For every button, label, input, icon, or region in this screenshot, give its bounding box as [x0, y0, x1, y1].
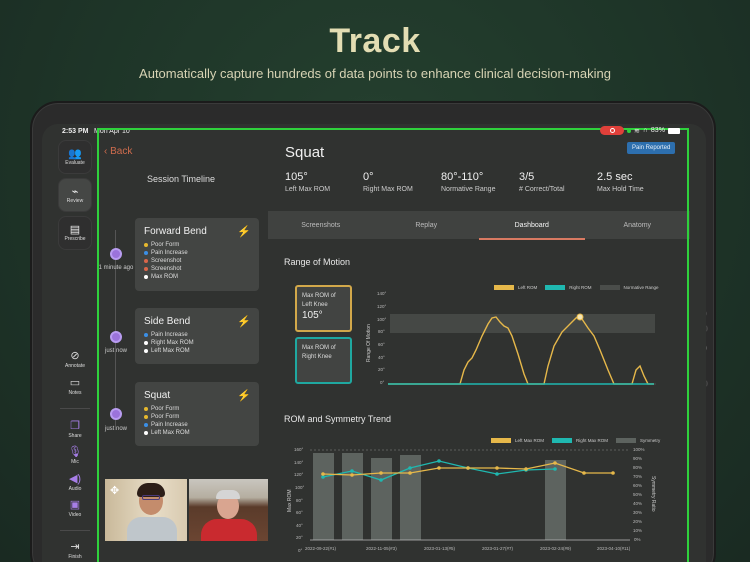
chart-icon: ⌁ [71, 186, 79, 198]
symmetry-bar [400, 455, 421, 540]
timeline-title: Session Timeline [147, 174, 216, 184]
timeline-card-side-bend[interactable]: Side Bend ⚡ Pain Increase Right Max ROM … [135, 308, 259, 364]
trend-combo-chart [310, 449, 630, 541]
battery-icon [667, 127, 680, 134]
event-item: Right Max ROM [144, 339, 250, 347]
trend-y2-label: Symmetry Ratio [650, 476, 656, 512]
tool-audio[interactable]: ◀) Audio [68, 473, 82, 492]
sidebar-divider [60, 530, 90, 531]
sidebar-item-evaluate[interactable]: 👥 Evaluate [58, 140, 92, 174]
tab-replay[interactable]: Replay [415, 221, 438, 229]
symmetry-bar [371, 458, 392, 540]
document-icon: ▤ [69, 224, 81, 236]
event-item: Pain Increase [144, 421, 250, 429]
trend-chart-legend: Left Max ROM Right Max ROM Symmetry [491, 438, 660, 443]
event-item: Screenshot [144, 265, 250, 273]
recording-indicator[interactable] [600, 126, 624, 135]
video-call-panel[interactable]: ✥ [105, 479, 268, 541]
lightning-icon: ⚡ [237, 226, 251, 238]
status-date: Mon Apr 10 [94, 128, 130, 135]
stat-right-max-rom: 0° Right Max ROM [363, 171, 413, 193]
card-title: Forward Bend [144, 226, 207, 237]
event-item: Pain Increase [144, 249, 250, 257]
normative-range-band [390, 314, 655, 333]
timeline-time: just now [104, 426, 127, 432]
tool-annotate[interactable]: ⊘ Annotate [64, 350, 86, 369]
card-title: Squat [144, 390, 171, 401]
notes-icon: ▭ [69, 377, 81, 389]
symmetry-bar [313, 453, 334, 540]
share-screen-icon: ❐ [70, 420, 80, 432]
sidebar-item-review[interactable]: ⌁ Review [58, 178, 92, 212]
tool-mic[interactable]: 🎙 Mic [68, 446, 82, 465]
timeline-marker[interactable] [110, 331, 122, 343]
stat-max-hold-time: 2.5 sec Max Hold Time [597, 171, 644, 193]
status-time: 2:53 PM [62, 128, 89, 135]
event-item: Screenshot [144, 257, 250, 265]
lightning-icon: ⚡ [237, 316, 251, 328]
tool-finish[interactable]: ⇥ Finish [68, 541, 82, 560]
tab-dashboard[interactable]: Dashboard [479, 211, 585, 240]
left-knee-rom-box[interactable]: Max ROM of Left Knee 105° [295, 285, 352, 332]
timeline-time: just now [104, 348, 127, 354]
pain-reported-badge[interactable]: Pain Reported [627, 142, 676, 154]
back-button[interactable]: ‹ Back [104, 146, 133, 157]
sidebar-divider [60, 408, 90, 409]
hero-title: Track [329, 22, 421, 60]
event-item: Left Max ROM [144, 347, 250, 355]
stat-left-max-rom: 105° Left Max ROM [285, 171, 331, 193]
tab-anatomy[interactable]: Anatomy [623, 221, 652, 229]
people-icon: 👥 [68, 148, 82, 160]
card-title: Side Bend [144, 316, 191, 327]
chevron-left-icon: ‹ [104, 146, 111, 157]
stat-normative-range: 80°-110° Normative Range [441, 171, 496, 193]
tool-notes[interactable]: ▭ Notes [68, 377, 82, 396]
status-icons: ≋ ∩ 83% [600, 126, 680, 135]
tool-share[interactable]: ❐ Share [68, 420, 82, 439]
timeline-line [115, 230, 116, 430]
rom-line-chart [388, 313, 656, 385]
headphones-icon: ∩ [642, 127, 648, 134]
hero-subtitle: Automatically capture hundreds of data p… [139, 66, 611, 81]
patient-video [189, 479, 268, 541]
timeline-marker[interactable] [110, 408, 122, 420]
lightning-icon: ⚡ [237, 390, 251, 402]
event-item: Left Max ROM [144, 429, 250, 437]
move-icon[interactable]: ✥ [110, 485, 120, 497]
event-item: Poor Form [144, 413, 250, 421]
symmetry-bar [545, 460, 566, 540]
battery-percent: 83% [650, 127, 665, 134]
rom-section-title: Range of Motion [284, 257, 351, 267]
clinician-video: ✥ [105, 479, 187, 541]
right-knee-rom-box[interactable]: Max ROM of Right Knee [295, 337, 352, 384]
max-rom-marker [576, 313, 584, 321]
tab-screenshots[interactable]: Screenshots [301, 221, 341, 229]
event-item: Pain Increase [144, 331, 250, 339]
camera-icon: ▣ [69, 499, 81, 511]
trend-section-title: ROM and Symmetry Trend [284, 414, 392, 424]
event-item: Poor Form [144, 241, 250, 249]
mic-icon: 🎙 [68, 446, 82, 458]
trend-y-label: Max ROM [287, 489, 293, 513]
timeline-card-squat[interactable]: Squat ⚡ Poor Form Poor Form Pain Increas… [135, 382, 259, 446]
timeline-time: 1 minute ago [98, 265, 134, 271]
symmetry-bar [342, 453, 363, 540]
sidebar-item-prescribe[interactable]: ▤ Prescribe [58, 216, 92, 250]
timeline-marker[interactable] [110, 248, 122, 260]
event-item: Poor Form [144, 405, 250, 413]
exercise-title: Squat [285, 144, 325, 161]
speaker-icon: ◀) [68, 473, 82, 485]
mic-active-icon [627, 128, 631, 133]
pencil-circle-icon: ⊘ [70, 350, 80, 362]
rom-y-label: Range Of Motion [366, 324, 372, 362]
exit-icon: ⇥ [70, 541, 80, 553]
rom-chart-legend: Left ROM Right ROM Normative Range [494, 285, 659, 290]
timeline-card-forward-bend[interactable]: Forward Bend ⚡ Poor Form Pain Increase S… [135, 218, 259, 291]
tool-video[interactable]: ▣ Video [68, 499, 82, 518]
stat-correct-total: 3/5 # Correct/Total [519, 171, 565, 193]
event-item: Max ROM [144, 273, 250, 281]
wifi-icon: ≋ [634, 127, 640, 135]
tab-bar: Screenshots Replay Dashboard Anatomy [268, 211, 690, 240]
